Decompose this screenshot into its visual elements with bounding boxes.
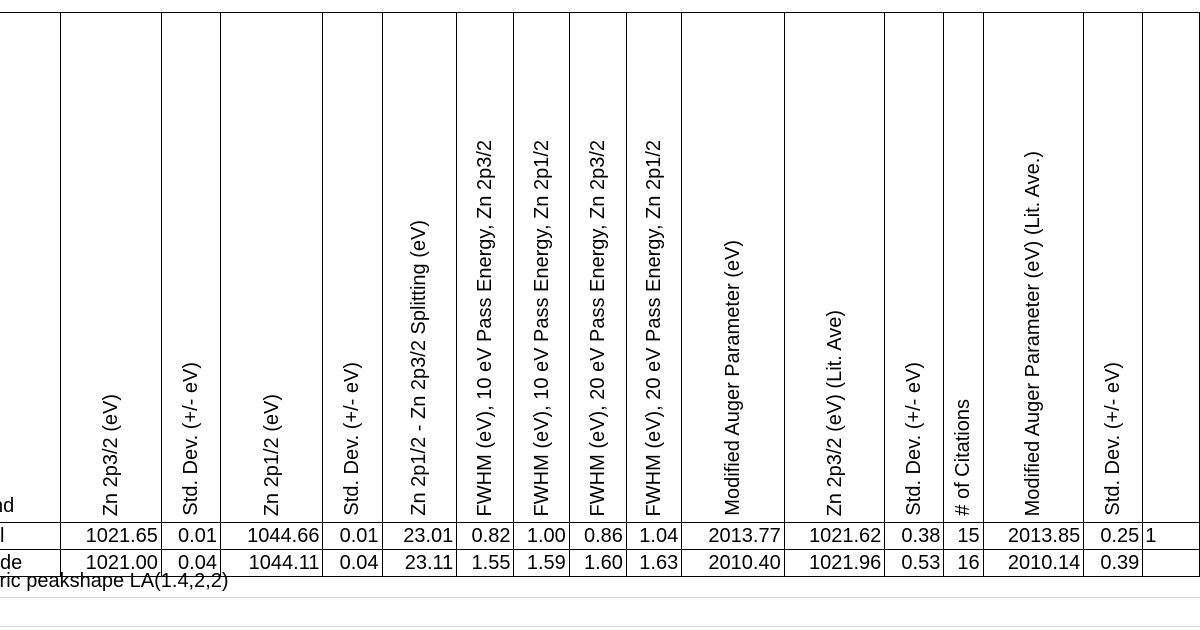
table-cell[interactable]: 1021.62	[783, 522, 886, 550]
header-label: Std. Dev. (+/- eV)	[1102, 362, 1125, 516]
header-row: nd Zn 2p3/2 (eV) Std. Dev. (+/- eV) Zn 2…	[0, 12, 1200, 523]
table-cell[interactable]: 1021.00	[60, 549, 162, 577]
header-cell[interactable]: FWHM (eV), 10 eV Pass Energy, Zn 2p3/2	[456, 12, 515, 523]
header-label: Std. Dev. (+/- eV)	[341, 362, 364, 516]
header-cell[interactable]: Std. Dev. (+/- eV)	[1083, 12, 1144, 523]
table-cell[interactable]: 1044.66	[219, 522, 324, 550]
gridline	[0, 626, 1200, 627]
header-label: Zn 2p3/2 (eV)	[100, 393, 123, 516]
header-cell[interactable]: Modified Auger Parameter (eV)	[681, 12, 785, 523]
table-cell[interactable]: 0.38	[884, 522, 945, 550]
table-cell[interactable]: 0.53	[884, 549, 945, 577]
table-cell[interactable]: 2013.77	[681, 522, 785, 550]
table-cell[interactable]: 1.00	[513, 522, 570, 550]
header-label: FWHM (eV), 10 eV Pass Energy, Zn 2p1/2	[530, 139, 553, 516]
header-cell[interactable]: Std. Dev. (+/- eV)	[884, 12, 945, 523]
footnote-text[interactable]: tric peakshape LA(1.4,2,2)	[0, 570, 229, 592]
table-cell[interactable]: 2010.40	[681, 549, 785, 577]
footnote-row: tric peakshape LA(1.4,2,2)	[0, 567, 1200, 597]
header-cell[interactable]: Zn 2p3/2 (eV) (Lit. Ave)	[783, 12, 886, 523]
header-label: Std. Dev. (+/- eV)	[903, 362, 926, 516]
header-cell[interactable]: Std. Dev. (+/- eV)	[160, 12, 221, 523]
header-label: FWHM (eV), 20 eV Pass Energy, Zn 2p1/2	[643, 139, 666, 516]
header-label: Zn 2p1/2 (eV)	[260, 393, 283, 516]
header-cell[interactable]: Std. Dev. (+/- eV)	[322, 12, 383, 523]
header-label: Modified Auger Parameter (eV)	[721, 240, 744, 516]
spreadsheet-table: nd Zn 2p3/2 (eV) Std. Dev. (+/- eV) Zn 2…	[0, 12, 1200, 577]
header-label: Modified Auger Parameter (eV) (Lit. Ave.…	[1022, 150, 1045, 516]
table-cell[interactable]: 16	[943, 549, 984, 577]
table-cell[interactable]: 0.82	[456, 522, 515, 550]
table-cell[interactable]: 1.60	[568, 549, 627, 577]
table-cell[interactable]: 15	[943, 522, 984, 550]
header-label: nd	[0, 495, 15, 517]
table-cell[interactable]: 2013.85	[982, 522, 1085, 550]
header-cell[interactable]: FWHM (eV), 20 eV Pass Energy, Zn 2p3/2	[568, 12, 627, 523]
header-cell[interactable]: # of Citations	[943, 12, 984, 523]
table-row: de 1021.00 0.04 1044.11 0.04 23.11 1.55 …	[0, 549, 1200, 577]
header-cell[interactable]: FWHM (eV), 10 eV Pass Energy, Zn 2p1/2	[513, 12, 570, 523]
header-cell[interactable]: Modified Auger Parameter (eV) (Lit. Ave.…	[982, 12, 1085, 523]
header-cell[interactable]: FWHM (eV), 20 eV Pass Energy, Zn 2p1/2	[625, 12, 683, 523]
header-cell[interactable]: Zn 2p1/2 (eV)	[219, 12, 324, 523]
header-cell[interactable]: Zn 2p3/2 (eV)	[60, 12, 162, 523]
table-cell[interactable]: 1	[1142, 522, 1200, 550]
table-cell[interactable]: 1044.11	[219, 549, 324, 577]
table-cell[interactable]: 0.86	[568, 522, 627, 550]
header-label: Zn 2p3/2 (eV) (Lit. Ave)	[823, 309, 846, 516]
header-cell[interactable]	[1142, 12, 1200, 523]
table-cell[interactable]: 0.39	[1083, 549, 1144, 577]
table-cell[interactable]: l	[0, 522, 62, 550]
header-label: # of Citations	[952, 399, 975, 516]
table-cell[interactable]: 23.01	[381, 522, 458, 550]
table-row: l 1021.65 0.01 1044.66 0.01 23.01 0.82 1…	[0, 522, 1200, 550]
header-label: FWHM (eV), 20 eV Pass Energy, Zn 2p3/2	[586, 139, 609, 516]
table-cell[interactable]: 1021.65	[60, 522, 162, 550]
table-cell[interactable]	[1142, 549, 1200, 577]
table-cell[interactable]: 0.04	[322, 549, 383, 577]
table-cell[interactable]: 0.01	[322, 522, 383, 550]
header-label: Zn 2p1/2 - Zn 2p3/2 Splitting (eV)	[408, 220, 431, 516]
table-cell[interactable]: 0.25	[1083, 522, 1144, 550]
gridline	[0, 597, 1200, 598]
table-cell[interactable]: 0.01	[160, 522, 221, 550]
header-label: FWHM (eV), 10 eV Pass Energy, Zn 2p3/2	[474, 139, 497, 516]
table-cell[interactable]: 1.63	[625, 549, 683, 577]
table-cell[interactable]: 0.04	[160, 549, 221, 577]
header-cell[interactable]: nd	[0, 12, 62, 523]
table-cell[interactable]: 1.55	[456, 549, 515, 577]
table-cell[interactable]: 1021.96	[783, 549, 886, 577]
table-cell[interactable]: de	[0, 549, 62, 577]
table-cell[interactable]: 1.59	[513, 549, 570, 577]
header-label: Std. Dev. (+/- eV)	[179, 362, 202, 516]
header-cell[interactable]: Zn 2p1/2 - Zn 2p3/2 Splitting (eV)	[381, 12, 458, 523]
table-cell[interactable]: 1.04	[625, 522, 683, 550]
